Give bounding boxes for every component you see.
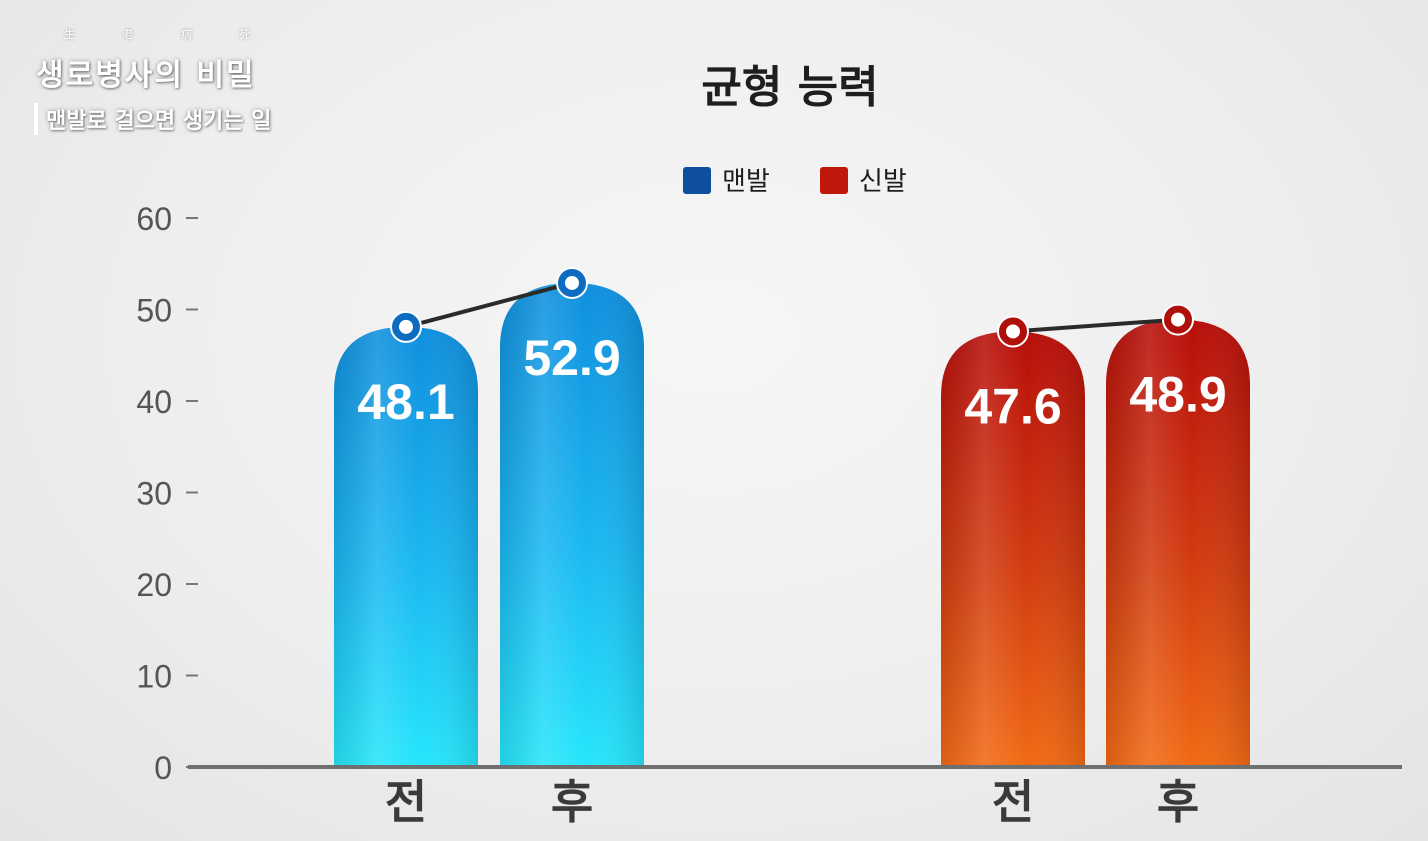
x-tick-label: 후	[1157, 775, 1199, 829]
legend-label-shoes: 신발	[859, 167, 907, 197]
show-title: 생로병사의 비밀	[36, 58, 256, 93]
legend-swatch-barefoot	[683, 167, 711, 194]
legend: 맨발 신발	[683, 167, 907, 197]
x-tick-label: 전	[385, 775, 427, 829]
bar-value-label: 48.9	[1129, 367, 1226, 423]
show-title-logo: 生 老 病 死 생로병사의 비밀	[34, 28, 334, 106]
trend-point-center	[1006, 324, 1020, 339]
bar-value-label: 48.1	[357, 374, 454, 430]
y-tick-label: 10	[136, 659, 172, 695]
y-axis: 0 10 20 30 40 50 60	[136, 201, 198, 786]
episode-subtitle: 맨발로 걸으면 생기는 일	[34, 103, 271, 135]
bar-shine	[1106, 319, 1250, 767]
trend-line	[405, 281, 573, 329]
legend-label-barefoot: 맨발	[722, 167, 770, 197]
trend-line	[1012, 317, 1179, 334]
show-title-hanja: 生 老 病 死	[64, 28, 273, 41]
y-tick-label: 30	[136, 476, 172, 512]
bar-value-label: 47.6	[964, 378, 1061, 434]
y-tick-label: 40	[136, 384, 172, 420]
y-tick-label: 0	[154, 750, 172, 786]
bar-shine	[941, 331, 1085, 767]
bar-value-label: 52.9	[523, 330, 620, 386]
y-tick-label: 20	[136, 567, 172, 603]
y-tick-label: 50	[136, 293, 172, 329]
x-tick-label: 전	[992, 775, 1034, 829]
legend-swatch-shoes	[820, 167, 848, 194]
bars	[334, 282, 1250, 767]
trend-point-center	[399, 319, 413, 334]
x-tick-label: 후	[551, 775, 593, 829]
bar-shine	[500, 282, 644, 767]
bar-shine	[334, 326, 478, 767]
trend-point-center	[1171, 312, 1185, 327]
value-labels: 48.1 52.9 47.6 48.9	[357, 330, 1226, 434]
connectors	[390, 266, 1194, 348]
trend-point-center	[565, 275, 579, 290]
chart-title: 균형 능력	[701, 62, 878, 113]
y-tick-label: 60	[136, 201, 172, 237]
